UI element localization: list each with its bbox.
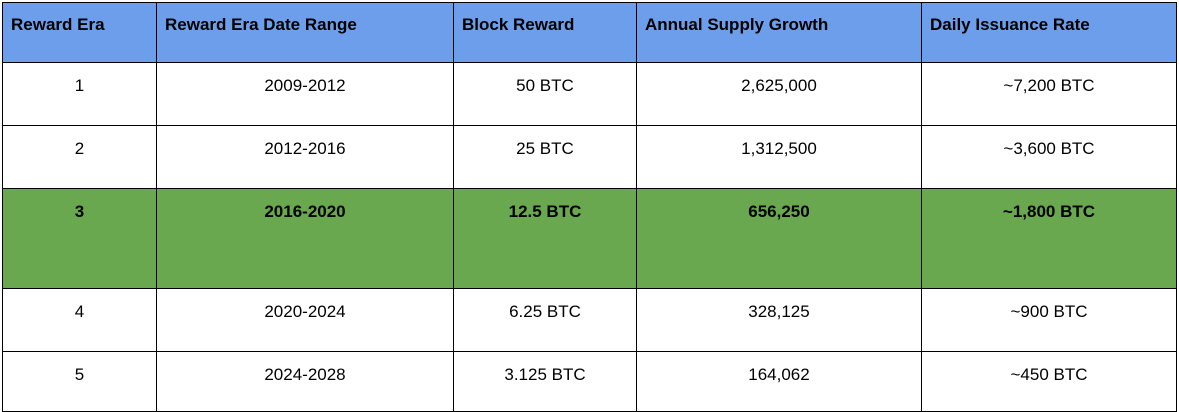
cell-daily-issuance-rate: ~3,600 BTC xyxy=(921,125,1177,189)
cell-block-reward: 12.5 BTC xyxy=(453,188,637,289)
cell-reward-era: 4 xyxy=(2,288,157,352)
cell-daily-issuance-rate: ~7,200 BTC xyxy=(921,62,1177,126)
cell-date-range: 2012-2016 xyxy=(156,125,454,189)
header-reward-era: Reward Era xyxy=(2,2,157,63)
cell-daily-issuance-rate: ~450 BTC xyxy=(921,351,1177,412)
table-row: 4 2020-2024 6.25 BTC 328,125 ~900 BTC xyxy=(2,288,1177,352)
cell-daily-issuance-rate: ~900 BTC xyxy=(921,288,1177,352)
header-date-range: Reward Era Date Range xyxy=(156,2,454,63)
cell-annual-supply-growth: 164,062 xyxy=(636,351,922,412)
cell-block-reward: 25 BTC xyxy=(453,125,637,189)
cell-date-range: 2024-2028 xyxy=(156,351,454,412)
cell-date-range: 2016-2020 xyxy=(156,188,454,289)
cell-annual-supply-growth: 656,250 xyxy=(636,188,922,289)
header-daily-issuance-rate: Daily Issuance Rate xyxy=(921,2,1177,63)
cell-daily-issuance-rate: ~1,800 BTC xyxy=(921,188,1177,289)
cell-date-range: 2009-2012 xyxy=(156,62,454,126)
cell-annual-supply-growth: 328,125 xyxy=(636,288,922,352)
table-row: 1 2009-2012 50 BTC 2,625,000 ~7,200 BTC xyxy=(2,62,1177,126)
cell-block-reward: 3.125 BTC xyxy=(453,351,637,412)
cell-reward-era: 3 xyxy=(2,188,157,289)
table-row: 2 2012-2016 25 BTC 1,312,500 ~3,600 BTC xyxy=(2,125,1177,189)
cell-date-range: 2020-2024 xyxy=(156,288,454,352)
cell-block-reward: 50 BTC xyxy=(453,62,637,126)
cell-annual-supply-growth: 2,625,000 xyxy=(636,62,922,126)
cell-annual-supply-growth: 1,312,500 xyxy=(636,125,922,189)
cell-block-reward: 6.25 BTC xyxy=(453,288,637,352)
header-annual-supply-growth: Annual Supply Growth xyxy=(636,2,922,63)
cell-reward-era: 1 xyxy=(2,62,157,126)
table-row-highlighted: 3 2016-2020 12.5 BTC 656,250 ~1,800 BTC xyxy=(2,188,1177,289)
header-row: Reward Era Reward Era Date Range Block R… xyxy=(2,2,1177,63)
cell-reward-era: 5 xyxy=(2,351,157,412)
cell-reward-era: 2 xyxy=(2,125,157,189)
header-block-reward: Block Reward xyxy=(453,2,637,63)
table-row: 5 2024-2028 3.125 BTC 164,062 ~450 BTC xyxy=(2,351,1177,412)
